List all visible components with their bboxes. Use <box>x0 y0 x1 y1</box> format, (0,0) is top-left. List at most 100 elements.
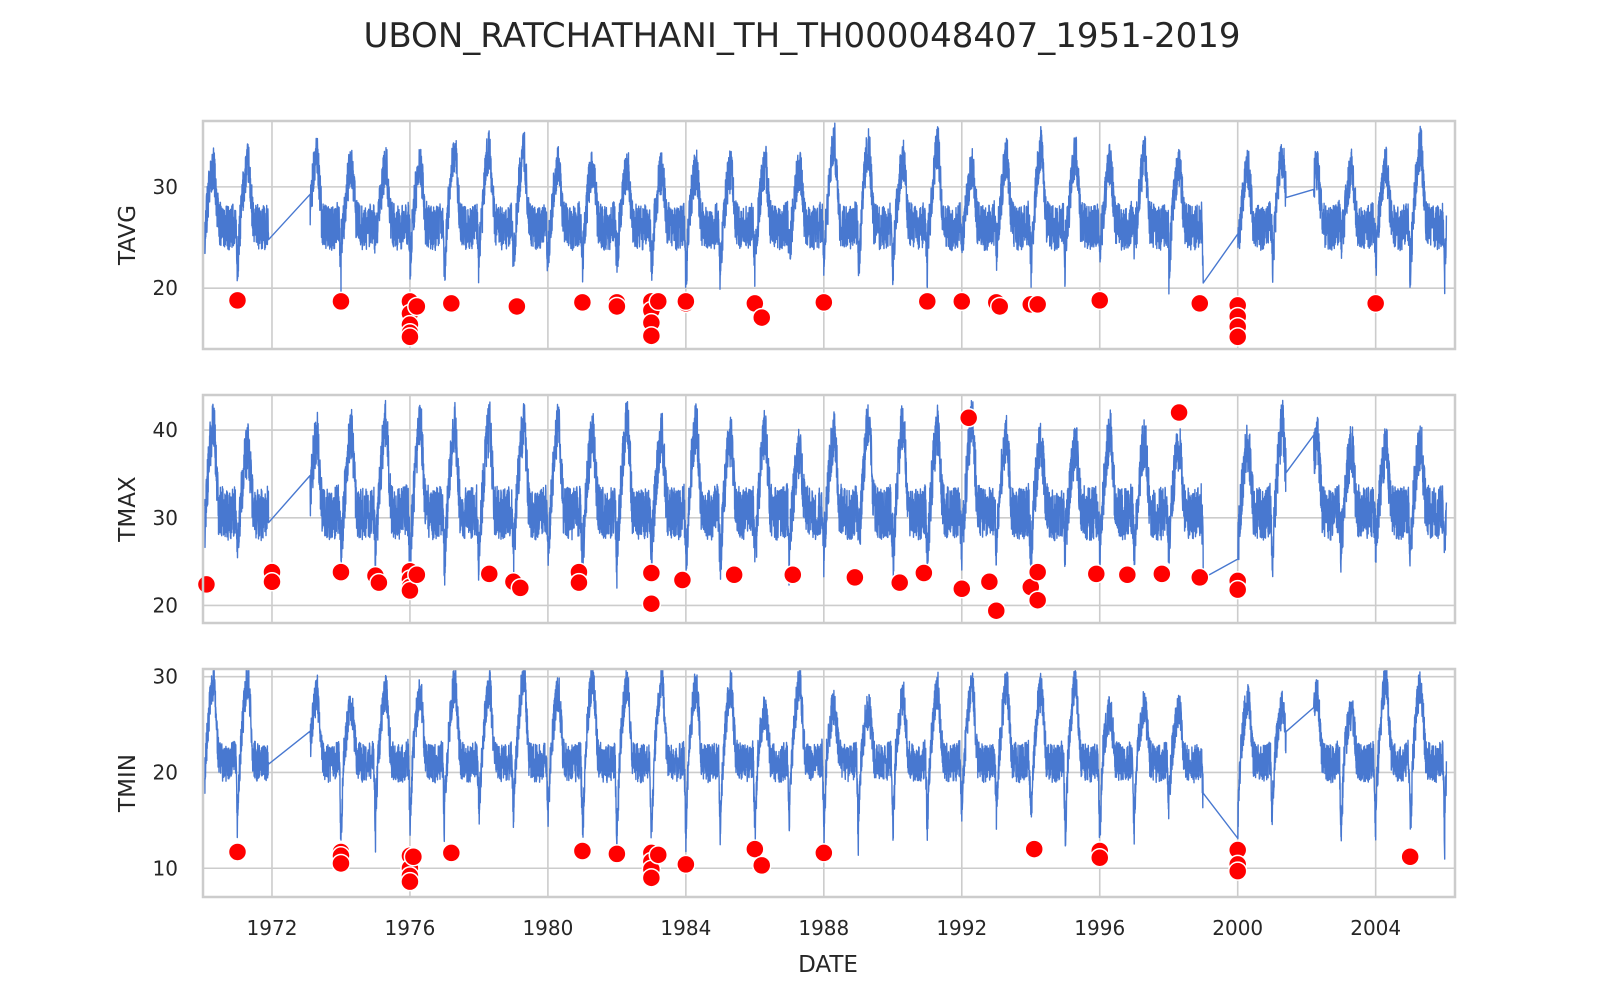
anomaly-point <box>510 578 531 598</box>
anomaly-point <box>745 839 765 859</box>
x-tick-label: 2004 <box>1350 916 1401 940</box>
anomaly-point <box>407 565 427 585</box>
anomaly-point <box>441 293 462 314</box>
x-tick-label: 1976 <box>384 916 435 940</box>
anomaly-point <box>648 845 669 865</box>
panel-tavg: 20 30 TAVG <box>115 119 1457 351</box>
y-tick-label: 40 <box>153 418 178 442</box>
anomaly-point <box>641 326 662 346</box>
anomaly-point <box>914 563 934 583</box>
panels: 20 30 TAVG 20 30 40 TMAX 10 20 30 TMIN <box>115 119 1457 899</box>
anomaly-point <box>400 871 420 892</box>
anomaly-point <box>572 841 593 861</box>
anomaly-point <box>607 296 627 317</box>
anomaly-point <box>1027 562 1048 582</box>
anomaly-point <box>1190 567 1210 588</box>
anomaly-point <box>751 855 772 876</box>
series-line-tavg <box>204 122 1448 295</box>
y-tick-label: 20 <box>153 760 178 784</box>
y-axis-label-tmax: TMAX <box>115 476 141 543</box>
anomaly-point <box>648 291 669 312</box>
anomaly-point <box>845 567 865 588</box>
anomaly-point <box>1089 847 1110 868</box>
x-tick-label: 1972 <box>247 916 298 940</box>
y-tick-label: 20 <box>153 276 178 300</box>
series-line-tmin <box>204 669 1448 860</box>
anomaly-point <box>889 572 910 593</box>
anomaly-point <box>407 296 427 317</box>
anomaly-point <box>331 562 351 582</box>
anomaly-point <box>1227 861 1248 881</box>
y-tick-label: 20 <box>153 593 178 617</box>
anomaly-point <box>676 291 696 312</box>
chart-title: UBON_RATCHATHANI_TH_TH000048407_1951-201… <box>363 16 1240 56</box>
y-axis-label-tmin: TMIN <box>115 754 141 813</box>
anomaly-point <box>1117 565 1138 585</box>
anomaly-point <box>1190 293 1210 314</box>
anomaly-point <box>952 291 972 312</box>
anomaly-point <box>607 844 627 864</box>
plot-frame <box>201 393 1457 625</box>
anomaly-point <box>641 563 662 583</box>
anomaly-point <box>1169 402 1189 423</box>
x-tick-label: 2000 <box>1212 916 1263 940</box>
anomaly-point <box>262 572 282 592</box>
x-tick-label: 1980 <box>522 916 573 940</box>
anomaly-point <box>1152 564 1172 584</box>
anomaly-point <box>1227 579 1248 600</box>
anomaly-point <box>507 296 527 317</box>
x-tick-label: 1996 <box>1074 916 1125 940</box>
anomaly-point <box>814 843 834 863</box>
anomaly-point <box>724 565 744 585</box>
y-tick-label: 30 <box>153 665 178 689</box>
anomaly-point <box>989 296 1010 317</box>
anomaly-point <box>400 327 420 347</box>
anomaly-point <box>1024 839 1044 859</box>
anomaly-point <box>917 291 938 312</box>
anomaly-point <box>676 854 696 875</box>
anomaly-point <box>1086 564 1107 584</box>
panel-tmin: 10 20 30 TMIN <box>115 665 1457 899</box>
y-axis-label-tavg: TAVG <box>115 205 141 266</box>
anomaly-point <box>958 408 979 428</box>
anomaly-point <box>479 564 500 584</box>
anomaly-point <box>672 570 693 590</box>
anomaly-point <box>783 565 803 585</box>
anomaly-point <box>1365 293 1386 314</box>
anomaly-point <box>196 574 217 595</box>
y-tick-label: 30 <box>153 175 178 199</box>
anomaly-point <box>641 868 662 888</box>
anomaly-point <box>403 847 424 867</box>
x-tick-label: 1988 <box>798 916 849 940</box>
anomaly-point <box>331 291 351 312</box>
x-axis-ticks: 1972 1976 1980 1984 1988 1992 1996 2000 2004 <box>247 916 1402 940</box>
anomaly-point <box>1227 327 1248 347</box>
anomaly-point <box>1400 847 1420 867</box>
anomaly-point <box>1027 590 1048 610</box>
anomaly-point <box>986 600 1007 621</box>
y-tick-label: 10 <box>153 856 178 880</box>
panel-tmax: 20 30 40 TMAX <box>115 393 1457 625</box>
y-tick-label: 30 <box>153 506 178 530</box>
anomaly-point <box>1089 290 1110 311</box>
plot-frame <box>201 667 1457 899</box>
anomaly-point <box>369 572 389 593</box>
x-axis-label: DATE <box>798 952 858 978</box>
anomaly-point <box>1027 294 1048 315</box>
anomaly-point <box>751 307 772 328</box>
anomaly-point <box>569 572 589 593</box>
series-line-tmax <box>204 399 1448 589</box>
anomaly-point <box>572 292 593 313</box>
anomaly-point <box>641 593 662 614</box>
x-tick-label: 1992 <box>936 916 987 940</box>
anomaly-point <box>979 572 1000 592</box>
anomaly-point <box>441 843 462 863</box>
x-tick-label: 1984 <box>660 916 711 940</box>
anomaly-point <box>952 579 972 599</box>
anomaly-point <box>814 292 834 313</box>
plot-frame <box>201 119 1457 351</box>
anomaly-point <box>227 842 248 862</box>
anomaly-point <box>227 290 248 311</box>
